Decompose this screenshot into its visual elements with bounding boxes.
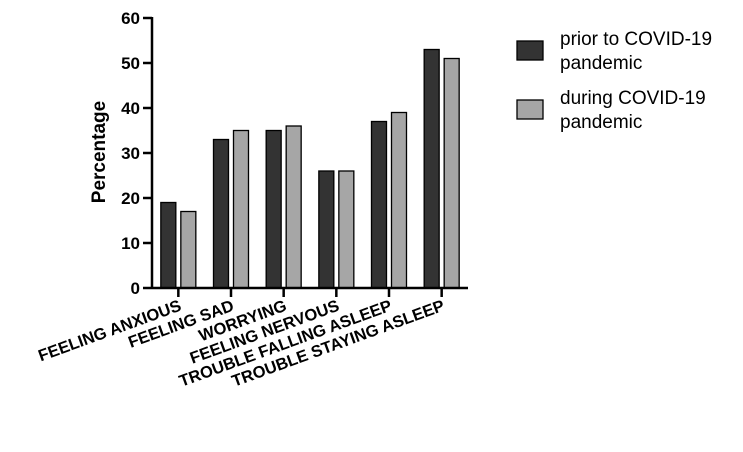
legend-label: pandemic bbox=[560, 112, 642, 133]
bar-prior-4 bbox=[370, 120, 388, 289]
y-tick-label: 10 bbox=[121, 234, 140, 253]
y-tick-label: 40 bbox=[121, 99, 140, 118]
bar-prior-5 bbox=[423, 48, 440, 289]
bar-during-3 bbox=[338, 170, 355, 289]
bar-prior-1 bbox=[212, 138, 230, 289]
y-tick-label: 50 bbox=[121, 54, 140, 73]
bar-during-0 bbox=[180, 210, 197, 289]
bar-prior-0 bbox=[160, 201, 177, 289]
axes-group bbox=[150, 17, 468, 290]
bar-during-1 bbox=[232, 129, 250, 289]
y-ticks-group: 0 10 20 30 40 50 60 bbox=[121, 9, 152, 298]
legend-label: pandemic bbox=[560, 53, 642, 74]
bar-during-2 bbox=[285, 125, 302, 289]
bar-during-4 bbox=[390, 111, 408, 289]
legend-swatch-during bbox=[516, 99, 544, 120]
y-tick-label: 60 bbox=[121, 9, 140, 28]
legend-swatch-prior bbox=[516, 40, 544, 61]
y-tick-label: 30 bbox=[121, 144, 140, 163]
bar-during-5 bbox=[443, 57, 460, 289]
y-tick-label: 0 bbox=[131, 279, 140, 298]
legend: prior to COVID-19 pandemic during COVID-19… bbox=[516, 29, 712, 133]
y-axis-label: Percentage bbox=[89, 101, 110, 203]
legend-label: prior to COVID-19 bbox=[560, 29, 712, 50]
bar-prior-2 bbox=[265, 129, 282, 289]
bar-prior-3 bbox=[318, 170, 335, 289]
bars-group bbox=[160, 48, 460, 289]
legend-label: during COVID-19 bbox=[560, 88, 706, 109]
y-tick-label: 20 bbox=[121, 189, 140, 208]
